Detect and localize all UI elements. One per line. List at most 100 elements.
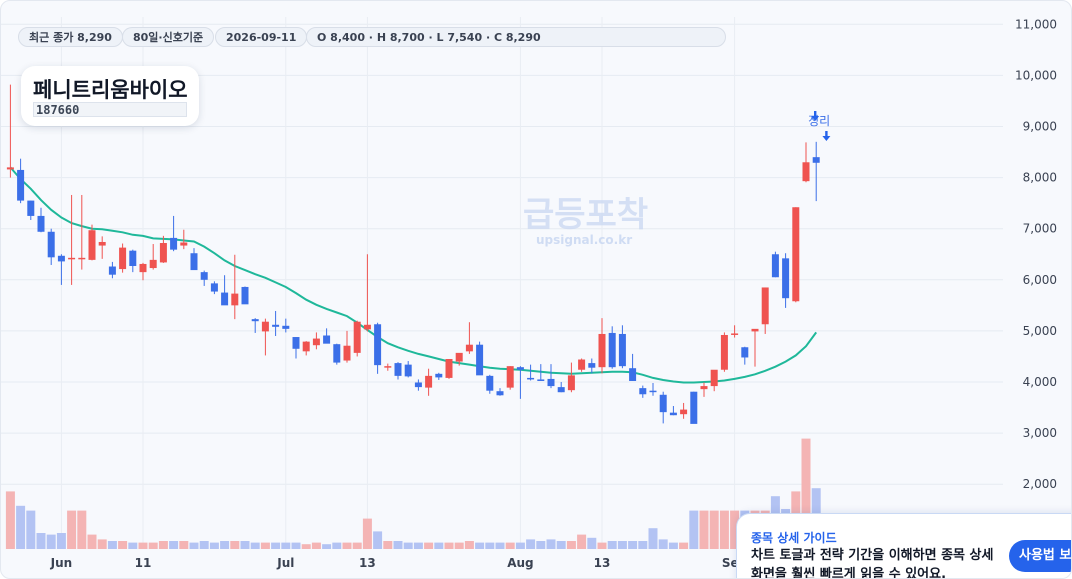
candle bbox=[384, 363, 392, 371]
candle bbox=[476, 341, 484, 376]
candle-body bbox=[425, 375, 433, 388]
volume-bar bbox=[699, 510, 709, 549]
volume-bar bbox=[424, 542, 434, 549]
candle-body bbox=[251, 319, 259, 322]
volume-bar bbox=[526, 539, 536, 549]
candle-body bbox=[27, 200, 35, 216]
candle bbox=[547, 364, 555, 389]
candle bbox=[251, 318, 259, 333]
y-tick-label: 9,000 bbox=[1023, 120, 1057, 134]
candle-body bbox=[802, 162, 810, 182]
volume-bar bbox=[556, 541, 566, 549]
candle-body bbox=[200, 272, 208, 280]
volume-bar bbox=[46, 534, 56, 549]
candle-body bbox=[720, 334, 728, 370]
candle bbox=[404, 361, 412, 378]
volume-bar bbox=[138, 542, 148, 549]
candle bbox=[649, 383, 657, 396]
y-axis: 2,000 3,000 4,000 5,000 6,000 7,000 8,000 9,000… bbox=[1015, 17, 1057, 491]
candle-body bbox=[618, 333, 626, 367]
volume-bar bbox=[730, 510, 740, 549]
candle-body bbox=[578, 359, 586, 370]
candle-body bbox=[516, 367, 524, 370]
candle-body bbox=[812, 157, 820, 163]
candle-body bbox=[741, 347, 749, 358]
candle-body bbox=[261, 321, 269, 332]
candle bbox=[639, 385, 647, 398]
candle-body bbox=[710, 369, 718, 387]
guide-button[interactable]: 사용법 보기 bbox=[1009, 540, 1071, 572]
candle-body bbox=[771, 254, 779, 278]
volume-bar bbox=[689, 510, 699, 549]
volume-bar bbox=[260, 542, 270, 549]
candle bbox=[506, 366, 514, 390]
period-chip: 80일·신호기준 bbox=[122, 27, 215, 47]
candle bbox=[710, 369, 718, 392]
volume-bar bbox=[362, 518, 372, 549]
volume-bar bbox=[546, 539, 556, 549]
candle-body bbox=[598, 333, 606, 368]
candle-body bbox=[312, 338, 320, 346]
volume-bar bbox=[332, 542, 342, 549]
ma-line bbox=[9, 166, 818, 384]
volume-bar bbox=[617, 541, 627, 549]
signal-arrow-shaft bbox=[825, 131, 828, 136]
candle-body bbox=[149, 259, 157, 269]
candle-body bbox=[190, 253, 198, 271]
volume-bar bbox=[638, 541, 648, 549]
candle bbox=[353, 320, 361, 357]
candle-body bbox=[159, 243, 167, 263]
volume-bar bbox=[413, 542, 423, 549]
candle bbox=[312, 332, 320, 350]
candle-body bbox=[210, 283, 218, 292]
candle-body bbox=[445, 359, 453, 378]
candle bbox=[170, 215, 178, 252]
candle bbox=[792, 207, 800, 303]
volume-bar bbox=[322, 544, 332, 549]
candle bbox=[435, 372, 443, 380]
candle-body bbox=[639, 388, 647, 395]
volume-bars bbox=[5, 438, 821, 549]
candle bbox=[47, 228, 55, 265]
candle bbox=[741, 346, 749, 365]
volume-bar bbox=[291, 542, 301, 549]
candle-body bbox=[98, 241, 106, 246]
volume-bar bbox=[475, 542, 485, 549]
candle bbox=[629, 353, 637, 381]
candle bbox=[302, 341, 310, 356]
y-tick-label: 4,000 bbox=[1023, 375, 1057, 389]
candle bbox=[292, 337, 300, 359]
candle bbox=[537, 364, 545, 381]
candle bbox=[588, 358, 596, 374]
candle bbox=[210, 281, 218, 295]
candle bbox=[57, 254, 65, 285]
volume-bar bbox=[199, 541, 209, 549]
candle bbox=[27, 200, 35, 221]
candle bbox=[659, 391, 667, 424]
volume-bar bbox=[56, 533, 66, 549]
candle bbox=[374, 322, 382, 374]
volume-bar bbox=[709, 510, 719, 549]
volume-bar bbox=[5, 491, 15, 549]
candle bbox=[680, 402, 688, 419]
candle bbox=[700, 382, 708, 397]
stock-code: 187660 bbox=[33, 102, 187, 117]
candle bbox=[608, 326, 616, 369]
candle bbox=[17, 158, 25, 204]
candle-body bbox=[465, 344, 473, 352]
candle-body bbox=[119, 247, 127, 270]
candle-body bbox=[761, 287, 769, 325]
candle-body bbox=[414, 382, 422, 388]
moving-average bbox=[9, 166, 818, 384]
candle bbox=[455, 352, 463, 366]
candle-body bbox=[68, 257, 76, 260]
candle bbox=[486, 374, 494, 394]
volume-bar bbox=[403, 542, 413, 549]
volume-bar bbox=[352, 542, 362, 549]
candle bbox=[98, 236, 106, 259]
volume-bar bbox=[383, 541, 393, 549]
candle-body bbox=[669, 412, 677, 416]
volume-bar bbox=[16, 505, 26, 549]
candle bbox=[139, 262, 147, 281]
candle-body bbox=[629, 368, 637, 381]
